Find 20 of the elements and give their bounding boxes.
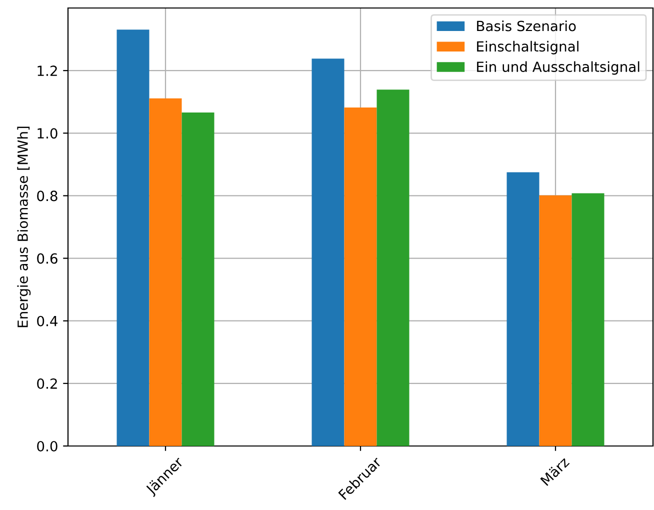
legend-label: Basis Szenario xyxy=(477,20,576,32)
y-tick-label: 0.2 xyxy=(37,378,57,389)
bar xyxy=(312,58,344,446)
bar xyxy=(344,107,377,446)
y-tick-label: 1.2 xyxy=(38,66,57,76)
bar xyxy=(539,195,572,446)
bar xyxy=(116,30,150,446)
y-tick-label: 0.8 xyxy=(37,190,58,202)
y-axis-title: Energie aus Biomasse [MWh] xyxy=(17,126,31,328)
y-tick-label: 0.6 xyxy=(37,253,58,264)
bar xyxy=(506,172,540,446)
y-tick-label: 0.4 xyxy=(37,316,58,326)
bar xyxy=(182,112,214,446)
legend-label: Einschaltsignal xyxy=(477,40,578,54)
y-tick-label: 1.0 xyxy=(38,128,58,139)
bar xyxy=(149,98,182,446)
y-tick-label: 0.0 xyxy=(37,440,58,452)
legend-label: Ein und Ausschaltsignal xyxy=(477,61,640,75)
bar xyxy=(376,90,410,446)
bar xyxy=(572,193,604,446)
